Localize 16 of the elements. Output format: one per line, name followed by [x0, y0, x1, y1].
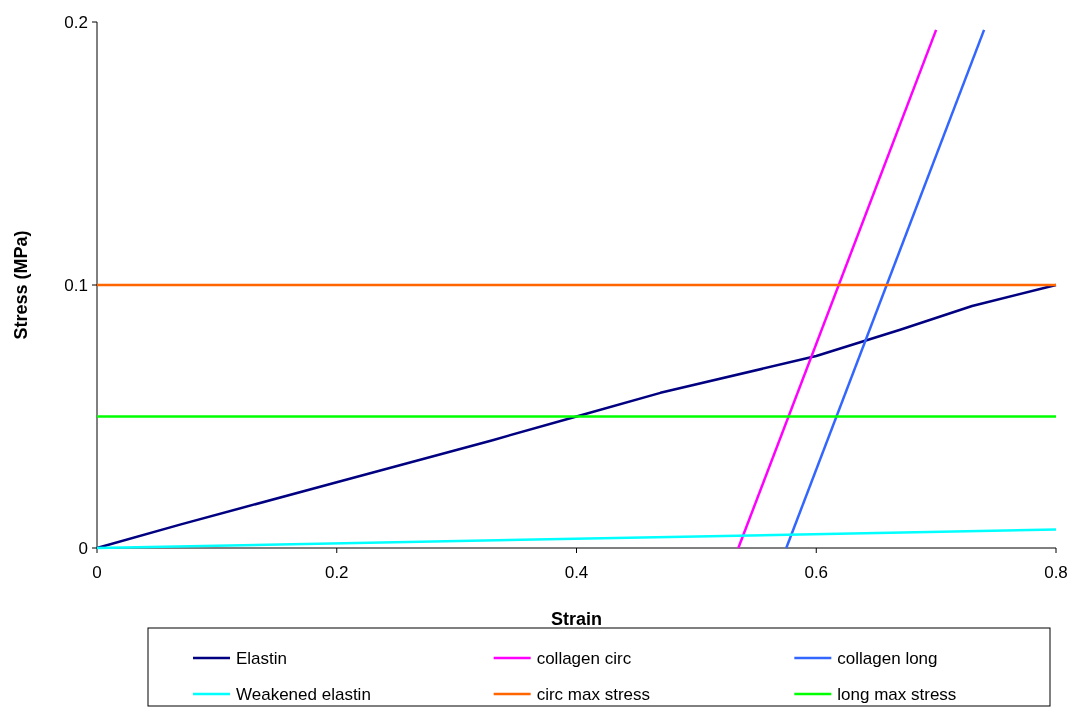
y-tick-label: 0 — [78, 538, 88, 558]
legend-label: long max stress — [837, 684, 957, 704]
x-tick-label: 0.8 — [1044, 563, 1068, 582]
legend-label: collagen circ — [536, 648, 632, 668]
x-axis-title: Strain — [550, 609, 603, 629]
x-tick-label: 0.6 — [804, 563, 829, 582]
legend-label: Elastin — [236, 648, 288, 668]
y-tick-label: 0.2 — [64, 12, 88, 32]
legend-label: Weakened elastin — [236, 684, 371, 704]
x-tick-label: 0.4 — [564, 563, 589, 582]
y-axis-title: Stress (MPa) — [11, 230, 31, 340]
y-tick-label: 0.1 — [64, 275, 88, 295]
x-tick-label: 0 — [92, 563, 102, 582]
x-tick-label: 0.2 — [324, 563, 349, 582]
legend-label: collagen long — [837, 648, 938, 668]
legend-label: circ max stress — [536, 684, 651, 704]
